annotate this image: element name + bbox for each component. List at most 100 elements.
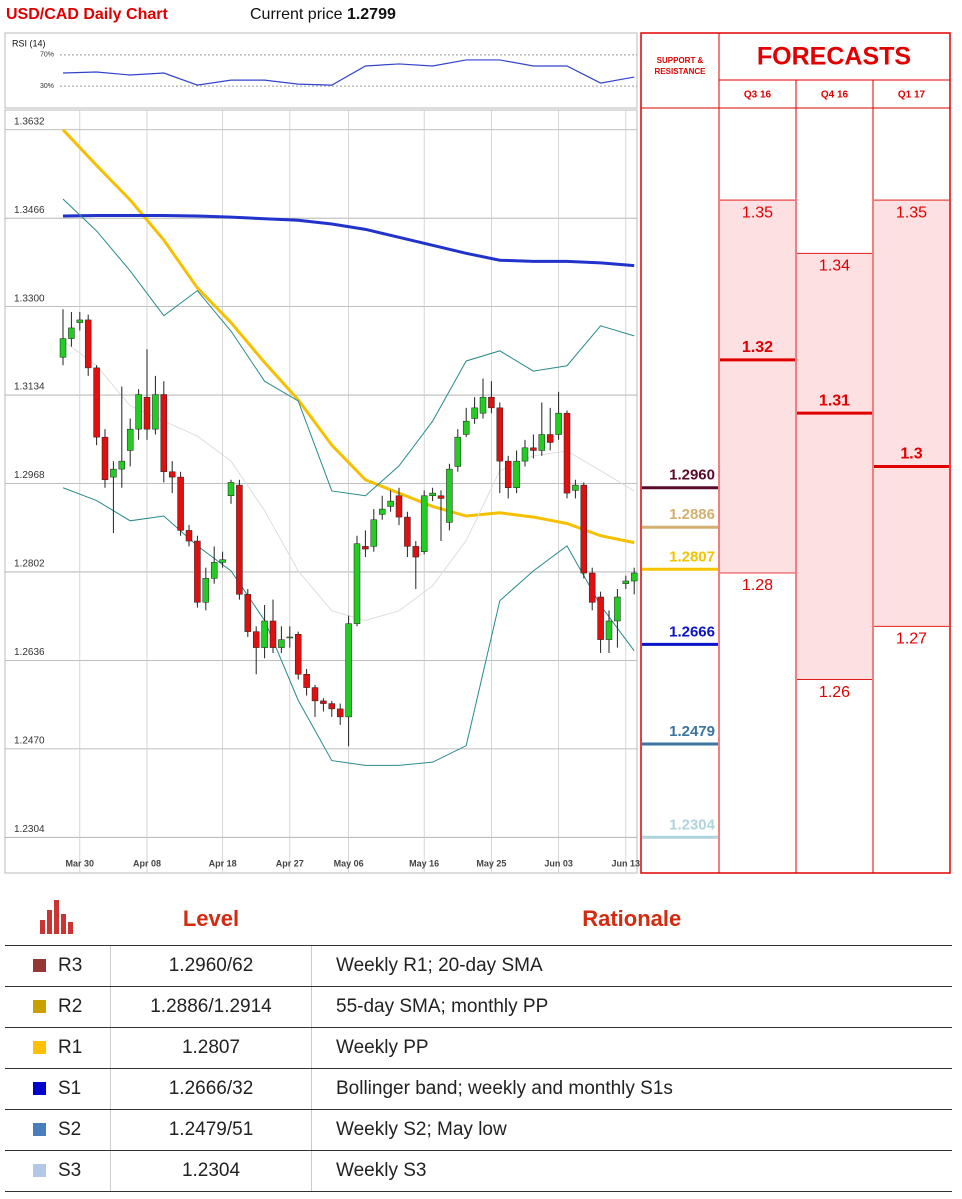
x-tick-label: Apr 18	[209, 858, 237, 868]
candle-body	[597, 596, 604, 640]
candle-body	[614, 596, 621, 622]
forecast-label: 1.34	[819, 258, 850, 275]
header-cell: Rationale	[311, 893, 952, 946]
candle-body	[622, 580, 630, 584]
candle-body	[84, 319, 92, 369]
swatch	[33, 1082, 46, 1096]
candle-body	[555, 412, 562, 435]
forecast-label: 1.27	[896, 631, 927, 648]
current-price: Current price 1.2799	[250, 6, 396, 24]
level-cell: 1.2886/1.2914	[110, 986, 312, 1028]
candle-body	[135, 394, 142, 430]
code: R3	[58, 955, 83, 976]
table-row: R1 1.2807 Weekly PP	[5, 1027, 952, 1069]
candle-body	[504, 460, 512, 489]
x-tick-label: Jun 03	[544, 858, 573, 868]
y-tick-label: 1.2636	[14, 647, 45, 658]
candle-body	[546, 434, 554, 443]
candle-body	[462, 420, 470, 435]
rsi-tick-label: 30%	[40, 83, 54, 90]
candle-body	[370, 519, 378, 547]
table-row: S1 1.2666/32 Bollinger band; weekly and mo…	[5, 1068, 952, 1110]
swatch	[33, 959, 46, 973]
overlay-line	[62, 198, 635, 497]
level-label: 1.2666	[669, 623, 715, 640]
x-tick-label: Apr 27	[276, 858, 304, 868]
forecast-range	[874, 200, 949, 627]
candle-body	[194, 540, 201, 603]
code: R1	[58, 1037, 83, 1058]
level-cell: 1.2807	[110, 1027, 312, 1069]
candle-body	[278, 639, 285, 648]
level-cell: 1.2304	[110, 1150, 312, 1192]
candle-body	[110, 468, 117, 478]
forecast-label: 1.3	[900, 446, 922, 463]
candle-body	[143, 396, 151, 430]
rationale-cell: Weekly S2; May low	[311, 1109, 952, 1151]
candle-body	[294, 634, 302, 675]
overlay-line	[62, 213, 635, 268]
candle-body	[168, 471, 176, 478]
forecast-label: 1.26	[819, 684, 850, 701]
candle-body	[454, 436, 462, 467]
candle-body	[202, 578, 210, 603]
candle-body	[328, 703, 336, 710]
table-row: R2 1.2886/1.2914 55-day SMA; monthly PP	[5, 986, 952, 1028]
icon	[39, 900, 73, 934]
column-header: Q3 16	[744, 90, 772, 101]
candle-body	[437, 495, 445, 499]
y-tick-label: 1.2968	[14, 470, 45, 481]
candle-body	[236, 484, 243, 595]
chart: RSI (14) FORECASTS 1.2304 1.2470 1.2636 1.2…	[4, 32, 951, 874]
candle-body	[479, 396, 487, 414]
y-tick-label: 1.2802	[14, 559, 45, 570]
candle-body	[420, 495, 428, 552]
candle-body	[59, 338, 67, 358]
rationale-cell: Weekly PP	[311, 1027, 952, 1069]
rationale-cell: Weekly S3	[311, 1150, 952, 1192]
overlay-line	[62, 487, 635, 766]
candle-body	[101, 436, 109, 481]
candle-body	[580, 484, 588, 574]
candle-body	[630, 572, 638, 582]
candle-body	[126, 428, 134, 451]
x-tick-label: Jun 13	[612, 858, 641, 868]
x-tick-label: Mar 30	[66, 858, 95, 868]
column-header: Q1 17	[898, 90, 926, 101]
candle-body	[588, 572, 596, 603]
forecast-label: 1.35	[742, 204, 773, 221]
header-cell: Level	[110, 893, 312, 946]
candle-body	[395, 495, 403, 518]
level-label: 1.2960	[669, 467, 715, 484]
candle-body	[185, 530, 193, 542]
candle-body	[152, 394, 159, 430]
candle-body	[336, 708, 344, 718]
overlay-line	[61, 128, 635, 545]
candle-body	[572, 484, 579, 491]
table-row: S3 1.2304 Weekly S3	[5, 1150, 952, 1192]
candle-body	[244, 594, 252, 632]
forecast-label: 1.28	[742, 577, 773, 594]
candle-body	[563, 412, 571, 494]
code: S3	[58, 1160, 82, 1181]
code-cell: S1	[5, 1068, 111, 1110]
candle-body	[429, 492, 436, 497]
y-tick-label: 1.3300	[14, 293, 45, 304]
code-cell: R2	[5, 986, 111, 1028]
y-tick-label: 1.3134	[14, 382, 45, 393]
code: R2	[58, 996, 83, 1017]
x-tick-label: May 16	[409, 858, 439, 868]
rsi-tick-label: 70%	[40, 52, 54, 59]
rationale-cell: Bollinger band; weekly and monthly S1s	[311, 1068, 952, 1110]
forecast-range	[797, 253, 872, 680]
candle-body	[404, 516, 411, 547]
candle-body	[269, 620, 277, 648]
candle-body	[496, 407, 504, 462]
candle-body	[219, 559, 226, 563]
candle-body	[160, 394, 168, 473]
forecast-range	[720, 200, 795, 574]
rationale-cell: Weekly R1; 20-day SMA	[311, 945, 952, 987]
rsi-line	[62, 59, 635, 86]
candle-body	[320, 700, 327, 704]
